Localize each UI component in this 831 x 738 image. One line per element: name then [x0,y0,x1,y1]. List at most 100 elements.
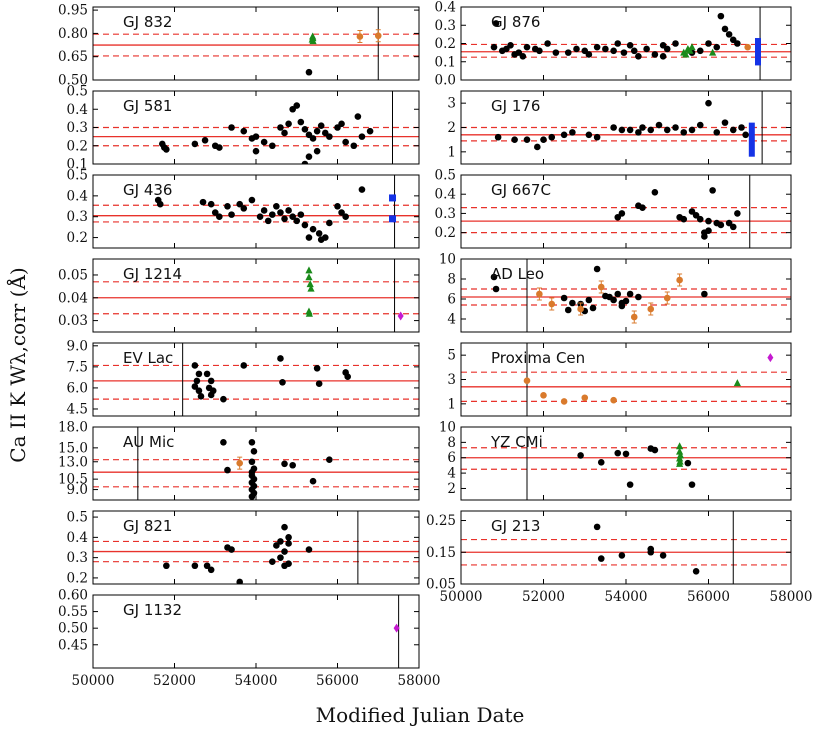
y-tick-label: 0.60 [58,588,88,604]
y-tick-label: 0.50 [58,621,88,637]
black-circle-marker [534,143,541,151]
black-circle-marker [228,124,235,131]
black-circle-marker [256,213,264,221]
black-circle-marker [635,52,642,60]
y-tick-label: 0.55 [58,604,88,620]
black-circle-marker [315,380,323,388]
panel-gj-832: 0.95 0.80 0.65 0.50 GJ 832 [58,3,420,89]
black-circle-marker [618,552,626,559]
black-circle-marker [277,355,284,362]
black-circle-marker [342,213,349,221]
orange-circle-marker [577,305,584,313]
black-circle-marker [721,119,729,126]
black-circle-marker [281,215,288,223]
panel-gj-436: 0.5 0.4 0.3 0.2 GJ 436 [67,168,420,249]
black-circle-marker [659,52,667,60]
black-circle-marker [709,187,716,194]
black-circle-marker [248,438,256,446]
y-tick-label: 0.4 [67,188,88,204]
orange-circle-marker [540,392,547,399]
black-circle-marker [285,207,292,214]
y-tick-label: 0.5 [435,168,456,184]
black-circle-marker [585,131,593,139]
black-circle-marker [195,387,203,395]
orange-circle-marker [630,313,638,321]
black-circle-marker [729,223,737,231]
black-circle-marker [663,45,671,53]
star-name-label: GJ 1214 [123,265,182,283]
blue-range-bar [748,122,755,157]
black-circle-marker [269,142,276,150]
x-tick-label: 50000 [72,673,115,689]
black-circle-marker [216,213,223,221]
black-circle-marker [626,126,634,134]
black-circle-marker [301,221,309,229]
black-circle-marker [326,133,333,140]
black-circle-marker [684,459,692,467]
black-circle-marker [680,129,688,136]
green-triangle-marker [676,459,684,467]
blue-square-marker [389,215,397,223]
y-tick-label: 4 [447,466,456,482]
black-circle-marker [342,138,349,146]
green-triangle-marker [686,46,694,54]
black-circle-marker [696,47,704,55]
black-circle-marker [511,136,518,143]
star-name-label: Proxima Cen [491,349,585,367]
black-circle-marker [236,200,243,208]
black-circle-marker [358,133,366,140]
black-circle-marker [297,211,305,218]
panel-proxima-cen: 5 3 1 Proxima Cen [447,342,792,417]
y-tick-label: 3 [447,96,456,112]
black-circle-marker [315,230,323,237]
black-circle-marker [236,578,243,584]
y-tick-label: 0.50 [58,73,88,89]
black-circle-marker [713,129,721,136]
black-circle-marker [635,293,642,301]
panel-plot-area [93,91,419,164]
y-tick-label: 10 [439,252,456,268]
black-circle-marker [705,99,712,107]
y-tick-label: 0.80 [58,26,88,42]
y-tick-label: 9.0 [67,338,88,354]
y-tick-label: 10.5 [58,472,88,488]
black-circle-marker [626,42,634,49]
blue-square-marker [389,194,397,202]
panel-gj-876: 0.4 0.3 0.2 0.1 0.0 GJ 876 [435,0,792,89]
green-triangle-marker [676,447,684,455]
y-tick-label: 0.2 [435,36,456,52]
black-circle-marker [614,213,622,221]
orange-circle-marker [581,394,589,402]
panel-plot-area [461,511,791,584]
black-circle-marker [492,285,500,293]
black-circle-marker [610,296,617,304]
black-circle-marker [742,131,749,139]
y-tick-label: 0.2 [67,138,88,154]
black-circle-marker [264,217,272,225]
black-circle-marker [224,466,231,474]
y-tick-label: 0.03 [58,313,88,329]
black-circle-marker [191,383,199,390]
black-circle-marker [659,552,667,559]
y-tick-label: 1 [447,396,456,412]
black-circle-marker [248,458,256,466]
black-circle-marker [285,540,292,547]
green-triangle-marker [676,442,684,450]
x-tick-label: 58000 [770,589,813,605]
black-circle-marker [358,186,366,193]
black-circle-marker [293,217,301,225]
y-tick-label: 13.0 [58,454,88,470]
black-circle-marker [696,215,704,223]
black-circle-marker [277,209,284,216]
y-tick-label: 0.3 [435,18,456,34]
black-circle-marker [317,122,325,129]
panel-gj-667c: 0.5 0.4 0.3 0.2 GJ 667C [435,168,792,249]
black-circle-marker [548,133,556,141]
panel-gj-1132: 0.600.550.500.45 50000 52000 54000 56000 5800… [58,588,441,690]
y-tick-label: 0.2 [67,570,88,586]
magenta-diamond-marker [393,623,400,633]
black-circle-marker [647,545,655,553]
black-circle-marker [523,136,531,143]
panel-gj-176: 3 2 1 GJ 176 [447,90,792,165]
